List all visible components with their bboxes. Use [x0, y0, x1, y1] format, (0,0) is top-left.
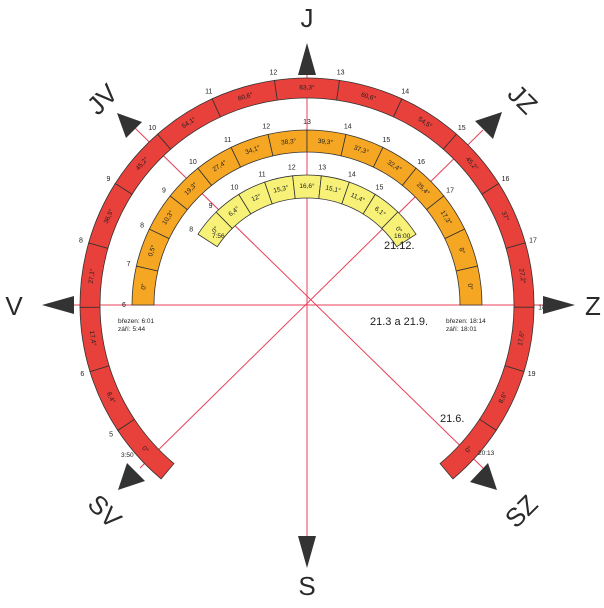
summer-hour-label: 15 [458, 125, 466, 132]
summer-hour-label: 11 [205, 88, 212, 95]
equinox-altitude-label: 39,3° [317, 137, 333, 147]
equinox-altitude-label: 0,5° [146, 244, 158, 258]
direction-label-south: S [298, 571, 315, 601]
compass-arrows [42, 43, 575, 568]
winter-sun-path: 0°86,4°912°10 15,3°1116,6°1215,1°1311,4°1… [189, 165, 417, 248]
summer-hour-label: 17 [529, 238, 537, 245]
arc-annotations: 21.6. 3:50 20:13 21.3 a 21.9. březen: 6:… [118, 233, 495, 459]
winter-altitude-label: 0° [210, 224, 220, 234]
summer-segment [439, 418, 497, 480]
equinox-hour-label: 15 [383, 137, 391, 144]
direction-label-west: Z [585, 291, 601, 321]
southwest-arrow-icon [470, 463, 497, 490]
equinox-sunrise-note-september: září: 5:44 [118, 326, 145, 333]
summer-altitude-label: 17,6° [516, 330, 526, 347]
summer-altitude-label: 27,2° [517, 268, 527, 285]
winter-hour-label: 13 [318, 165, 326, 172]
winter-altitude-label: 0° [394, 225, 404, 235]
summer-hour-label: 10 [148, 125, 156, 132]
south-arrow-icon [298, 536, 316, 568]
summer-date-label: 21.6. [440, 413, 464, 425]
direction-label-northwest: JZ [502, 78, 544, 120]
equinox-altitude-label: 0° [139, 283, 148, 290]
summer-sun-path: 0°8,4°517,4°627,1°736,5°845,2°954,1°1060… [70, 69, 546, 480]
equinox-hour-label: 14 [344, 123, 352, 130]
north-arrow-icon [298, 43, 316, 75]
direction-label-east: V [5, 291, 23, 321]
equinox-hour-label: 9 [162, 188, 166, 195]
summer-altitude-label: 27,1° [87, 268, 97, 285]
winter-date-label: 21.12. [384, 240, 415, 252]
west-arrow-icon [543, 296, 575, 314]
equinox-altitude-label: 0° [466, 283, 475, 290]
summer-hour-label: 18 [538, 304, 546, 311]
winter-altitude-label: 15,3° [273, 183, 290, 194]
equinox-hour-label: 6 [122, 302, 126, 309]
winter-hour-label: 10 [231, 184, 239, 191]
summer-sunset-time: 20:13 [478, 450, 495, 457]
direction-label-southeast: SV [82, 488, 128, 534]
east-arrow-icon [42, 296, 74, 314]
winter-sunrise-time: 7:56 [212, 233, 225, 240]
equinox-sunrise-note-march: březen: 6:01 [118, 318, 155, 325]
equinox-date-label: 21.3 a 21.9. [370, 316, 428, 328]
equinox-sunset-note-march: březen: 18:14 [446, 318, 486, 325]
summer-hour-label: 16 [502, 176, 510, 183]
summer-altitude-label: 37° [500, 210, 511, 223]
equinox-sunset-note-september: září: 18:01 [446, 326, 477, 333]
equinox-altitude-label: 8° [457, 246, 467, 255]
equinox-hour-label: 17 [446, 188, 454, 195]
summer-hour-label: 13 [337, 69, 345, 76]
summer-hour-label: 8 [79, 238, 83, 245]
northeast-arrow-icon [117, 113, 142, 138]
summer-altitude-label: 0° [140, 444, 150, 454]
winter-hour-label: 9 [209, 203, 213, 210]
winter-altitude-label: 16,6° [299, 182, 315, 190]
equinox-hour-label: 7 [127, 261, 131, 268]
summer-altitude-label: 17,4° [88, 330, 98, 347]
winter-hour-label: 14 [348, 171, 356, 178]
summer-hour-label: 12 [269, 69, 277, 76]
winter-hour-label: 11 [258, 171, 265, 178]
equinox-hour-label: 10 [189, 159, 197, 166]
summer-hour-label: 9 [107, 176, 111, 183]
summer-sunrise-time: 3:50 [121, 452, 134, 459]
direction-label-north: J [301, 3, 314, 33]
equinox-hour-label: 13 [303, 119, 311, 126]
southeast-arrow-icon [118, 463, 145, 490]
winter-hour-label: 8 [189, 227, 193, 234]
summer-altitude-label: 0° [464, 444, 474, 454]
summer-hour-label: 6 [80, 371, 84, 378]
summer-hour-label: 19 [528, 371, 536, 378]
equinox-hour-label: 8 [140, 222, 144, 229]
winter-altitude-label: 12° [250, 192, 263, 204]
summer-hour-label: 14 [401, 88, 409, 95]
equinox-segment [455, 265, 483, 306]
winter-segment [381, 211, 417, 248]
summer-altitude-label: 63,3° [299, 84, 315, 92]
direction-label-southwest: SZ [499, 489, 544, 534]
winter-hour-label: 15 [376, 184, 384, 191]
equinox-altitude-label: 38,3° [281, 137, 297, 147]
winter-altitude-label: 15,1° [325, 184, 342, 195]
equinox-hour-label: 11 [224, 137, 231, 144]
winter-sunset-time: 16:00 [394, 233, 411, 240]
winter-hour-label: 12 [288, 165, 296, 172]
summer-hour-label: 5 [109, 432, 113, 439]
equinox-hour-label: 12 [262, 123, 270, 130]
equinox-hour-label: 16 [417, 159, 425, 166]
northwest-arrow-icon [475, 112, 502, 139]
